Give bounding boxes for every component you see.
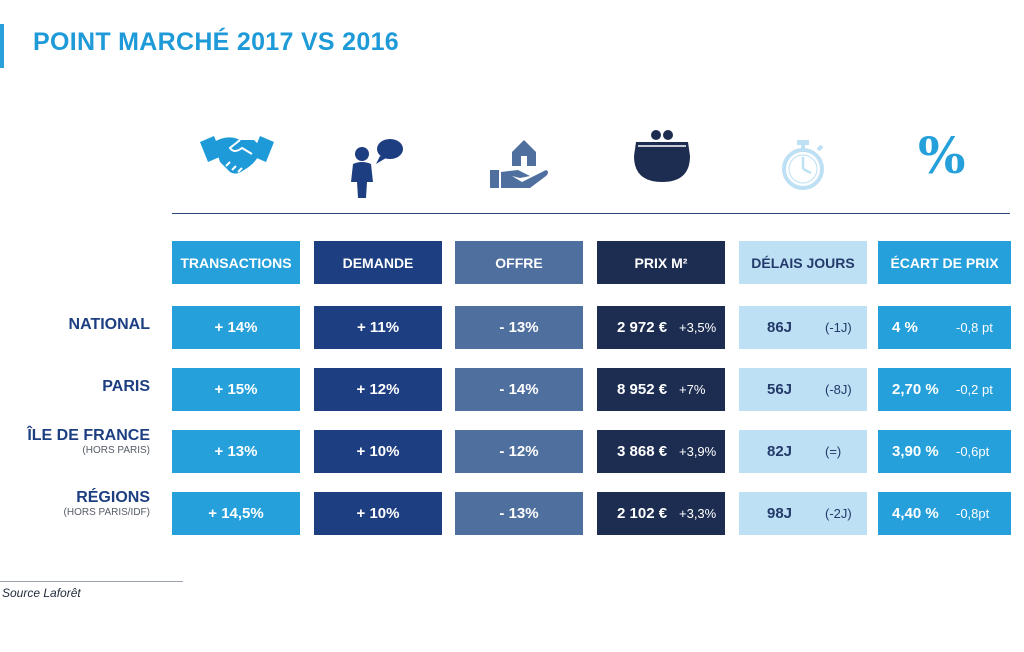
cell-change: (-8J) bbox=[825, 382, 852, 397]
table-cell-offre: - 13% bbox=[455, 492, 583, 535]
hand-house-icon bbox=[490, 136, 550, 190]
table-cell-delais-jours: 56J (-8J) bbox=[739, 368, 867, 411]
table-cell-demande: + 11% bbox=[314, 306, 442, 349]
table-cell-ecart-de-prix: 3,90 % -0,6pt bbox=[878, 430, 1011, 473]
cell-value: 86J bbox=[767, 319, 793, 336]
table-cell-delais-jours: 82J (=) bbox=[739, 430, 867, 473]
table-cell-demande: + 12% bbox=[314, 368, 442, 411]
page-title: POINT MARCHÉ 2017 VS 2016 bbox=[33, 28, 399, 56]
table-cell-offre: - 12% bbox=[455, 430, 583, 473]
table-cell-demande: + 10% bbox=[314, 430, 442, 473]
cell-value: 82J bbox=[767, 443, 793, 460]
cell-change: +7% bbox=[679, 382, 706, 397]
column-header-demande: DEMANDE bbox=[314, 241, 442, 284]
column-header-delais-jours: DÉLAIS JOURS bbox=[739, 241, 867, 284]
cell-change: +3,3% bbox=[679, 506, 717, 521]
table-cell-ecart-de-prix: 4 % -0,8 pt bbox=[878, 306, 1011, 349]
column-header-ecart-de-prix: ÉCART DE PRIX bbox=[878, 241, 1011, 284]
table-cell-ecart-de-prix: 4,40 % -0,8pt bbox=[878, 492, 1011, 535]
cell-change: (-1J) bbox=[825, 320, 852, 335]
purse-icon bbox=[632, 128, 692, 184]
table-cell-transactions: + 14% bbox=[172, 306, 300, 349]
cell-change: -0,8pt bbox=[956, 506, 990, 521]
cell-value: + 10% bbox=[356, 443, 400, 460]
cell-change: +3,5% bbox=[679, 320, 717, 335]
cell-change: (=) bbox=[825, 444, 842, 459]
table-cell-offre: - 13% bbox=[455, 306, 583, 349]
table-cell-demande: + 10% bbox=[314, 492, 442, 535]
column-header-prix-m2: PRIX M² bbox=[597, 241, 725, 284]
percent-icon: % bbox=[918, 126, 966, 185]
source-divider bbox=[0, 581, 183, 582]
table-cell-prix-m2: 2 972 € +3,5% bbox=[597, 306, 725, 349]
column-header-offre: OFFRE bbox=[455, 241, 583, 284]
cell-value: 4,40 % bbox=[892, 505, 939, 522]
cell-value: 4 % bbox=[892, 319, 918, 336]
row-subtitle: (HORS PARIS/IDF) bbox=[63, 507, 150, 518]
cell-value: - 12% bbox=[499, 443, 539, 460]
cell-value: 2 972 € bbox=[617, 319, 668, 336]
cell-value: + 14% bbox=[214, 319, 258, 336]
cell-value: 3,90 % bbox=[892, 443, 939, 460]
table-cell-transactions: + 14,5% bbox=[172, 492, 300, 535]
cell-change: -0,2 pt bbox=[956, 382, 993, 397]
cell-value: - 14% bbox=[499, 381, 539, 398]
table-cell-delais-jours: 86J (-1J) bbox=[739, 306, 867, 349]
source-note: Source Laforêt bbox=[2, 586, 81, 600]
cell-change: -0,8 pt bbox=[956, 320, 993, 335]
column-header-transactions: TRANSACTIONS bbox=[172, 241, 300, 284]
cell-change: (-2J) bbox=[825, 506, 852, 521]
cell-value: 56J bbox=[767, 381, 793, 398]
cell-change: +3,9% bbox=[679, 444, 717, 459]
handshake-icon bbox=[200, 134, 274, 178]
row-label: PARIS bbox=[102, 378, 150, 396]
cell-value: + 10% bbox=[356, 505, 400, 522]
row-name: ÎLE DE FRANCE bbox=[27, 427, 150, 444]
cell-value: 3 868 € bbox=[617, 443, 668, 460]
cell-value: + 14,5% bbox=[208, 505, 264, 522]
table-cell-offre: - 14% bbox=[455, 368, 583, 411]
table-cell-transactions: + 15% bbox=[172, 368, 300, 411]
person-speech-icon bbox=[350, 138, 404, 200]
row-name: NATIONAL bbox=[68, 316, 150, 333]
table-cell-transactions: + 13% bbox=[172, 430, 300, 473]
table-cell-delais-jours: 98J (-2J) bbox=[739, 492, 867, 535]
row-name: RÉGIONS bbox=[76, 489, 150, 506]
row-label: NATIONAL bbox=[69, 316, 150, 334]
table-cell-ecart-de-prix: 2,70 % -0,2 pt bbox=[878, 368, 1011, 411]
stopwatch-icon bbox=[778, 138, 828, 190]
cell-value: + 11% bbox=[356, 319, 400, 336]
cell-value: 98J bbox=[767, 505, 793, 522]
table-cell-prix-m2: 3 868 € +3,9% bbox=[597, 430, 725, 473]
table-cell-prix-m2: 2 102 € +3,3% bbox=[597, 492, 725, 535]
row-label: ÎLE DE FRANCE (HORS PARIS) bbox=[27, 427, 150, 456]
cell-value: - 13% bbox=[499, 319, 539, 336]
cell-value: + 12% bbox=[356, 381, 400, 398]
cell-value: - 13% bbox=[499, 505, 539, 522]
header-divider bbox=[172, 213, 1010, 214]
row-name: PARIS bbox=[102, 378, 150, 395]
cell-change: -0,6pt bbox=[956, 444, 990, 459]
cell-value: 2 102 € bbox=[617, 505, 668, 522]
row-label: RÉGIONS (HORS PARIS/IDF) bbox=[64, 489, 150, 518]
row-subtitle: (HORS PARIS) bbox=[82, 445, 150, 456]
cell-value: + 13% bbox=[214, 443, 258, 460]
cell-value: + 15% bbox=[214, 381, 258, 398]
table-cell-prix-m2: 8 952 € +7% bbox=[597, 368, 725, 411]
title-accent-bar bbox=[0, 24, 4, 68]
cell-value: 2,70 % bbox=[892, 381, 939, 398]
cell-value: 8 952 € bbox=[617, 381, 668, 398]
